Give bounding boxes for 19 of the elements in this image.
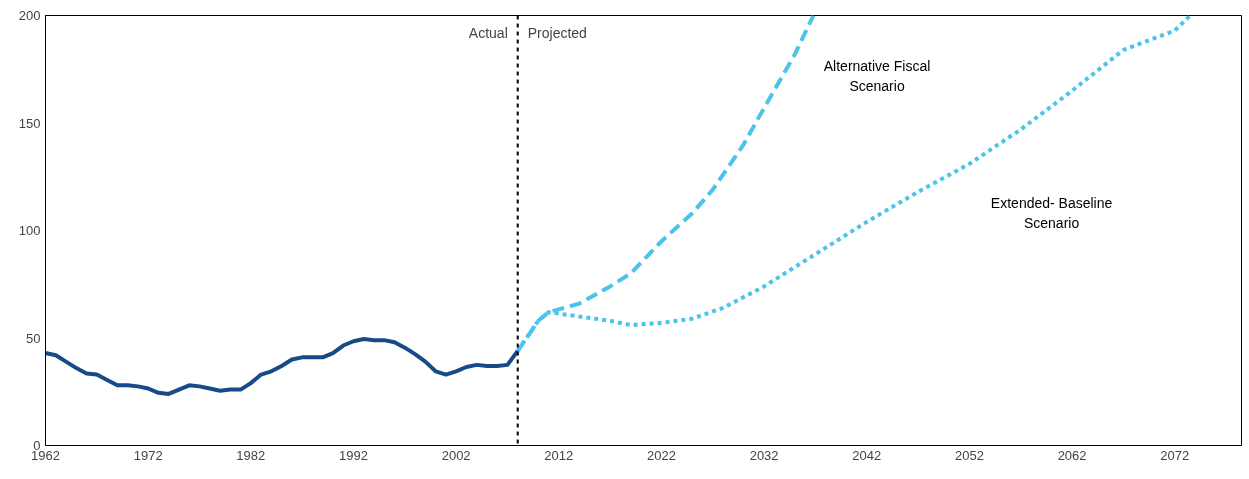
annotation: Projected (527, 25, 587, 42)
x-tick-label: 2052 (954, 447, 984, 463)
series-label: Alternative Fiscal Scenario (823, 57, 931, 94)
y-tick-label: 200 (18, 8, 41, 23)
x-tick-label: 2042 (852, 447, 882, 463)
x-tick-label: 2012 (544, 447, 574, 463)
x-tick-label: 2072 (1160, 447, 1190, 463)
x-tick-label: 1972 (133, 447, 163, 463)
annotation: Actual (468, 25, 508, 42)
x-tick-label: 1982 (236, 447, 266, 463)
x-tick-label: 1992 (339, 447, 368, 463)
x-tick-label: 2022 (647, 447, 676, 463)
y-tick-label: 100 (18, 223, 41, 238)
y-tick-label: 50 (26, 330, 41, 346)
x-tick-label: 2002 (441, 447, 471, 463)
y-tick-label: 150 (18, 115, 41, 131)
x-tick-label: 2032 (749, 447, 779, 463)
x-tick-label: 2062 (1057, 447, 1087, 463)
text: Extended- Baseline Scenario (990, 195, 1113, 232)
